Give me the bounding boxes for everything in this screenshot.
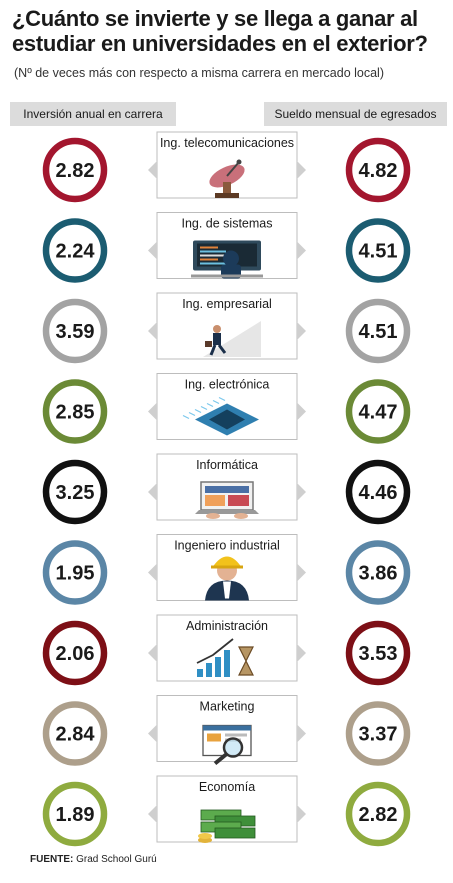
- computer-workstation-icon: [191, 240, 263, 279]
- category-label: Ing. empresarial: [182, 297, 272, 311]
- source-label: FUENTE:: [30, 854, 74, 865]
- right-connector-arrow: [297, 483, 306, 501]
- investment-ring: [42, 540, 108, 605]
- left-connector-arrow: [148, 805, 157, 823]
- left-column-header: Inversión anual en carrera: [10, 102, 176, 126]
- microchip-icon: [182, 396, 259, 436]
- investment-value: 1.89: [56, 804, 95, 826]
- left-connector-arrow: [148, 322, 157, 340]
- businessman-stairs-icon: [203, 321, 261, 357]
- salary-value: 3.37: [359, 724, 398, 746]
- engineer-helmet-icon: [205, 556, 249, 601]
- category-label: Ingeniero industrial: [174, 539, 280, 553]
- salary-value: 2.82: [359, 804, 398, 826]
- salary-ring: [345, 781, 411, 847]
- source-text: Grad School Gurú: [73, 854, 157, 865]
- investment-value: 2.06: [56, 643, 95, 665]
- salary-value: 4.51: [359, 241, 398, 263]
- right-connector-arrow: [297, 402, 306, 421]
- category-label: Ing. electrónica: [185, 378, 270, 392]
- investment-ring: [42, 298, 108, 364]
- source-note: FUENTE: Grad School Gurú: [30, 854, 157, 865]
- right-connector-arrow: [297, 563, 306, 582]
- right-connector-arrow: [297, 241, 306, 260]
- salary-value: 4.46: [359, 482, 398, 504]
- investment-value: 2.24: [56, 241, 96, 263]
- investment-value: 3.59: [56, 321, 95, 343]
- left-connector-arrow: [148, 563, 157, 582]
- category-label: Economía: [199, 780, 255, 794]
- investment-ring: [42, 781, 108, 847]
- right-connector-arrow: [297, 805, 306, 823]
- investment-ring: [42, 459, 108, 525]
- investment-value: 2.82: [56, 160, 95, 182]
- left-connector-arrow: [148, 161, 157, 179]
- right-connector-arrow: [297, 322, 306, 340]
- investment-ring: [42, 701, 108, 766]
- salary-ring: [345, 701, 411, 766]
- salary-ring: [345, 298, 411, 364]
- left-connector-arrow: [148, 724, 157, 743]
- investment-ring: [42, 137, 108, 203]
- category-label: Administración: [186, 619, 268, 633]
- left-connector-arrow: [148, 241, 157, 260]
- left-connector-arrow: [148, 402, 157, 421]
- right-connector-arrow: [297, 644, 306, 662]
- growth-chart-hourglass-icon: [196, 638, 254, 677]
- salary-ring: [345, 137, 411, 203]
- magnifier-webpage-icon: [202, 724, 252, 766]
- investment-value: 2.85: [56, 402, 95, 424]
- right-connector-arrow: [297, 161, 306, 179]
- category-label: Marketing: [200, 700, 255, 714]
- laptop-icon: [195, 481, 259, 519]
- salary-value: 3.86: [359, 563, 398, 585]
- salary-value: 4.82: [359, 160, 398, 182]
- left-connector-arrow: [148, 483, 157, 501]
- right-connector-arrow: [297, 724, 306, 743]
- page-subtitle: (Nº de veces más con respecto a misma ca…: [14, 66, 384, 80]
- salary-ring: [345, 620, 411, 686]
- money-stack-icon: [198, 809, 256, 843]
- investment-value: 3.25: [56, 482, 95, 504]
- investment-ring: [42, 620, 108, 686]
- salary-value: 4.51: [359, 321, 398, 343]
- category-label: Ing. telecomunicaciones: [160, 136, 294, 150]
- investment-ring: [42, 218, 108, 283]
- investment-value: 1.95: [56, 563, 95, 585]
- investment-value: 2.84: [56, 724, 96, 746]
- investment-ring: [42, 379, 108, 444]
- satellite-dish-icon: [209, 159, 245, 198]
- salary-value: 3.53: [359, 643, 398, 665]
- salary-ring: [345, 218, 411, 283]
- salary-value: 4.47: [359, 402, 398, 424]
- category-label: Ing. de sistemas: [181, 217, 272, 231]
- right-column-header: Sueldo mensual de egresados: [264, 102, 447, 126]
- left-connector-arrow: [148, 644, 157, 662]
- salary-ring: [345, 379, 411, 444]
- category-label: Informática: [196, 458, 258, 472]
- salary-ring: [345, 540, 411, 605]
- salary-ring: [345, 459, 411, 525]
- page-title: ¿Cuánto se invierte y se llega a ganar a…: [12, 6, 428, 56]
